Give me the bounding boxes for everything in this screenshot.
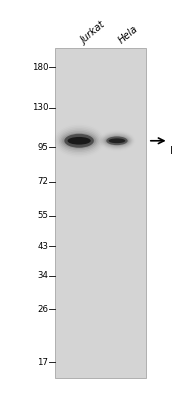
Ellipse shape [109, 138, 125, 143]
Text: 17: 17 [37, 358, 48, 367]
Text: 95: 95 [37, 143, 48, 152]
Text: 34: 34 [37, 271, 48, 280]
Text: 43: 43 [37, 242, 48, 251]
Ellipse shape [104, 135, 130, 147]
Text: 72: 72 [37, 177, 48, 186]
Ellipse shape [59, 130, 99, 152]
Ellipse shape [64, 134, 94, 148]
Text: Hela: Hela [117, 24, 140, 46]
Text: 55: 55 [37, 211, 48, 220]
Ellipse shape [106, 137, 128, 145]
Ellipse shape [105, 136, 129, 146]
FancyBboxPatch shape [55, 48, 146, 378]
Ellipse shape [64, 134, 95, 147]
Text: 130: 130 [32, 104, 48, 112]
Text: 180: 180 [32, 63, 48, 72]
Text: Nesprin3: Nesprin3 [170, 146, 172, 156]
Ellipse shape [102, 134, 131, 148]
Ellipse shape [62, 133, 96, 149]
Ellipse shape [106, 136, 128, 145]
Text: Jurkat: Jurkat [79, 20, 107, 46]
Ellipse shape [61, 131, 98, 150]
Ellipse shape [67, 137, 91, 145]
Text: 26: 26 [37, 305, 48, 314]
